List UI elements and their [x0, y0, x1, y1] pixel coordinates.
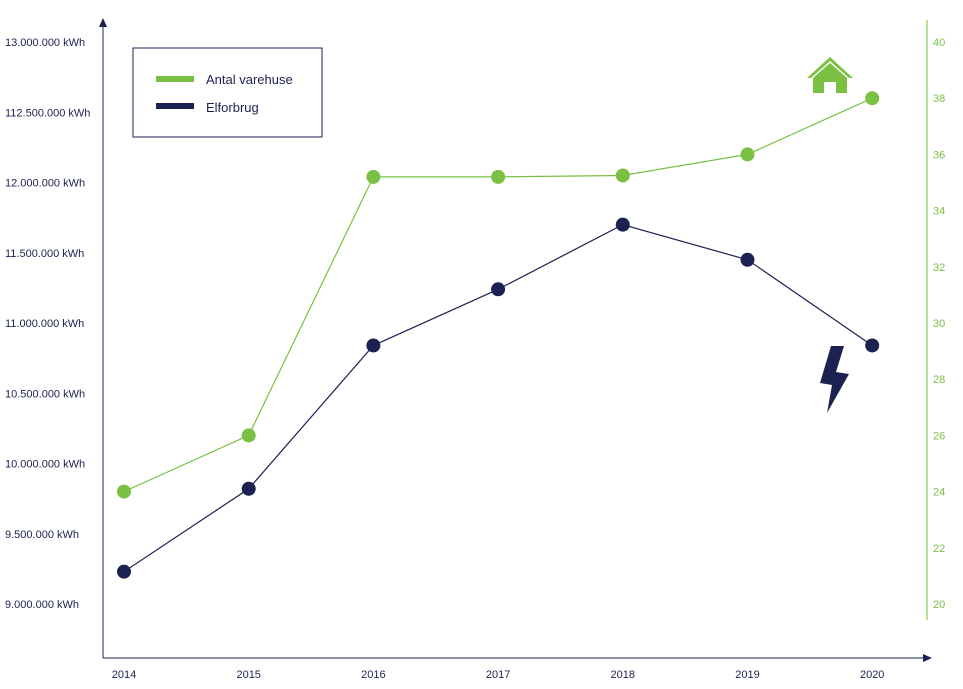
- lightning-icon: [820, 346, 849, 413]
- left-y-tick-label: 10.000.000 kWh: [5, 459, 85, 471]
- data-point-antal-varehuse: [615, 168, 630, 183]
- legend-swatch-elforbrug: [156, 103, 194, 109]
- series-line-elforbrug: [123, 224, 873, 573]
- data-point-elforbrug: [865, 338, 880, 353]
- right-y-tick-label: 28: [933, 374, 945, 386]
- left-y-tick-label: 11.000.000 kWh: [5, 318, 84, 330]
- right-y-tick-label: 32: [933, 262, 945, 274]
- x-tick-label: 2018: [611, 669, 635, 681]
- right-y-tick-label: 36: [933, 149, 945, 161]
- data-point-elforbrug: [740, 252, 755, 267]
- data-point-antal-varehuse: [241, 428, 256, 443]
- house-icon: [807, 57, 853, 93]
- legend-label-elforbrug: Elforbrug: [206, 100, 259, 115]
- series-layer: [117, 91, 880, 579]
- legend: Antal varehuse Elforbrug: [132, 47, 323, 138]
- axes: [99, 18, 932, 662]
- legend-box: [132, 47, 323, 138]
- data-point-antal-varehuse: [865, 91, 880, 106]
- x-tick-label: 2019: [735, 669, 759, 681]
- right-y-tick-label: 40: [933, 37, 945, 49]
- data-point-antal-varehuse: [366, 169, 381, 184]
- x-tick-label: 2015: [236, 669, 260, 681]
- left-y-tick-label: 10.500.000 kWh: [5, 388, 85, 400]
- left-y-tick-label: 11.500.000 kWh: [5, 248, 84, 260]
- right-y-tick-label: 20: [933, 599, 945, 611]
- data-point-elforbrug: [241, 481, 256, 496]
- left-y-tick-label: 9.000.000 kWh: [5, 599, 79, 611]
- left-y-tick-label: 13.000.000 kWh: [5, 37, 85, 49]
- left-y-tick-label: 12.000.000 kWh: [5, 178, 85, 190]
- right-y-tick-label: 38: [933, 93, 945, 105]
- x-tick-label: 2017: [486, 669, 510, 681]
- left-y-tick-label: 112.500.000 kWh: [5, 107, 90, 119]
- left-y-tick-label: 9.500.000 kWh: [5, 529, 79, 541]
- data-point-antal-varehuse: [117, 484, 131, 499]
- legend-swatch-antal-varehuse: [156, 76, 194, 82]
- data-point-antal-varehuse: [491, 169, 506, 184]
- left-y-axis-ticks: 9.000.000 kWh 9.500.000 kWh 10.000.000 kWh…: [5, 37, 90, 611]
- x-tick-label: 2020: [860, 669, 884, 681]
- right-y-tick-label: 26: [933, 430, 945, 442]
- left-y-axis-arrow: [99, 18, 107, 27]
- legend-label-antal-varehuse: Antal varehuse: [206, 72, 293, 87]
- x-tick-label: 2014: [112, 669, 136, 681]
- data-point-elforbrug: [615, 217, 630, 232]
- right-y-tick-label: 24: [933, 487, 945, 499]
- x-tick-label: 2016: [361, 669, 385, 681]
- data-point-elforbrug: [491, 282, 506, 297]
- right-y-tick-label: 22: [933, 543, 945, 555]
- data-point-elforbrug: [117, 564, 131, 579]
- right-y-tick-label: 34: [933, 206, 945, 218]
- x-axis-ticks: 2014 2015 2016 2017 2018 2019 2020: [112, 669, 885, 681]
- x-axis-arrow: [923, 654, 932, 662]
- right-y-axis-ticks: 20 22 24 26 28 30 32 34 36 38 40: [933, 37, 945, 611]
- data-point-elforbrug: [366, 338, 381, 353]
- right-y-tick-label: 30: [933, 318, 945, 330]
- data-point-antal-varehuse: [740, 147, 755, 162]
